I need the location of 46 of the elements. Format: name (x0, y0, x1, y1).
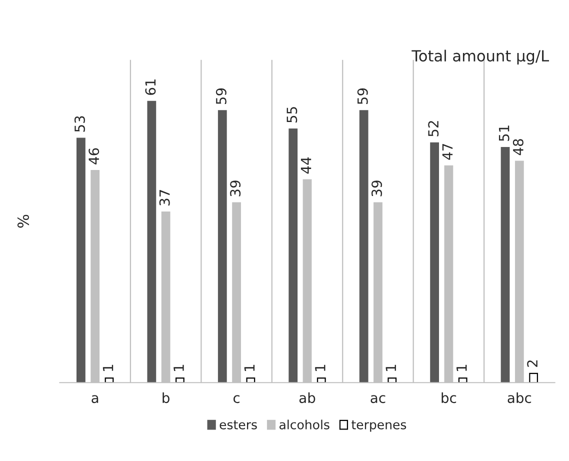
data-label: 53 (74, 116, 85, 132)
data-label: 2 (527, 360, 538, 367)
bar (430, 142, 439, 383)
bar (359, 110, 368, 383)
legend-label: alcohols (280, 420, 330, 430)
data-label: 46 (88, 148, 100, 164)
data-label: 61 (145, 79, 156, 95)
bar (176, 377, 184, 383)
chart-title: Total amount μg/L (412, 50, 550, 65)
bar (458, 377, 468, 383)
data-label: 1 (386, 364, 396, 371)
x-tick-label: a (92, 395, 98, 404)
x-tick-label: ab (299, 392, 316, 404)
x-tick-label: ac (370, 395, 386, 404)
x-tick-label: abc (508, 392, 532, 404)
data-label: 52 (428, 121, 439, 136)
bar (218, 110, 227, 383)
bar (500, 146, 510, 383)
data-label: 37 (159, 190, 170, 206)
bar (246, 377, 256, 383)
data-label: 1 (244, 364, 255, 371)
data-label: 1 (102, 364, 114, 371)
data-label: 44 (300, 157, 312, 174)
data-label: 1 (315, 364, 326, 371)
data-label: 48 (512, 139, 524, 156)
data-label: 55 (286, 107, 298, 122)
y-axis-title: % (17, 214, 30, 228)
bar (529, 372, 538, 383)
bar (388, 377, 397, 383)
bar (316, 377, 326, 383)
data-label: 51 (498, 126, 510, 141)
x-tick-label: bc (442, 392, 456, 404)
data-label: 1 (456, 364, 467, 371)
data-label: 59 (357, 88, 368, 104)
bar (76, 138, 86, 383)
legend-label: terpenes (352, 420, 406, 432)
x-tick-label: b (162, 392, 170, 404)
bar (147, 100, 156, 383)
bar (288, 128, 298, 383)
data-label: 47 (442, 144, 453, 160)
data-label: 1 (174, 364, 184, 371)
legend-label: esters (220, 420, 257, 430)
data-label: 39 (372, 180, 382, 196)
data-label: 59 (216, 88, 226, 104)
x-tick-label: c (233, 395, 240, 404)
data-label: 39 (230, 180, 241, 196)
